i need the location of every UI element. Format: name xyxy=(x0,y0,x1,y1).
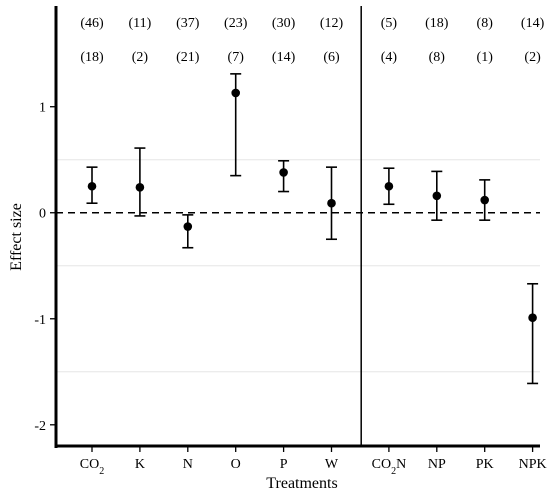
x-tick-label: W xyxy=(325,457,339,472)
sample-count-bottom: (2) xyxy=(132,50,149,65)
sample-count-bottom: (18) xyxy=(80,50,104,65)
point-estimate xyxy=(432,191,442,201)
x-tick-label: PK xyxy=(476,457,494,472)
x-tick-label: CO2 xyxy=(80,457,104,477)
sample-count-bottom: (4) xyxy=(381,50,398,65)
sample-count-top: (12) xyxy=(320,16,344,31)
sample-count-bottom: (21) xyxy=(176,50,200,65)
sample-count-top: (14) xyxy=(521,16,545,31)
data-layer xyxy=(86,73,539,385)
point-estimate xyxy=(87,181,97,191)
x-tick-label: N xyxy=(183,457,193,472)
y-tick-label: 1 xyxy=(39,101,46,116)
x-tick-label: CO2N xyxy=(372,457,407,477)
y-axis-title: Effect size xyxy=(8,203,25,271)
sample-count-top: (11) xyxy=(128,16,151,31)
point-estimate xyxy=(279,168,288,177)
x-tick-label: NPK xyxy=(519,457,547,472)
sample-count-bottom: (14) xyxy=(272,50,296,65)
sample-count-bottom: (6) xyxy=(323,50,340,65)
x-tick-label: K xyxy=(135,457,145,472)
point-estimate xyxy=(183,222,193,231)
y-tick-label: -1 xyxy=(34,313,46,328)
point-estimate xyxy=(384,181,394,191)
sample-count-top: (37) xyxy=(176,16,200,31)
sample-count-top: (30) xyxy=(272,16,296,31)
y-tick-label: 0 xyxy=(39,207,46,222)
sample-count-bottom: (2) xyxy=(524,50,541,65)
sample-count-top: (46) xyxy=(80,16,104,31)
sample-count-bottom: (7) xyxy=(228,50,245,65)
point-estimate xyxy=(231,88,240,98)
y-tick-label: -2 xyxy=(34,419,46,434)
label-layer: -2 -1 0 1 CO2 (46) (18) K (11) (2) N (37) (21) O (23) (… xyxy=(34,16,546,477)
x-axis-title: Treatments xyxy=(266,475,337,492)
point-estimate xyxy=(528,313,537,323)
gridlines xyxy=(56,159,540,373)
point-estimate xyxy=(480,195,490,205)
point-estimate xyxy=(327,198,336,208)
axes-layer xyxy=(50,6,540,452)
x-tick-label: NP xyxy=(428,457,446,472)
x-tick-label: P xyxy=(280,457,288,472)
sample-count-top: (8) xyxy=(477,16,494,31)
sample-count-bottom: (1) xyxy=(477,50,494,65)
sample-count-top: (5) xyxy=(381,16,398,31)
x-tick-label: O xyxy=(231,457,241,472)
sample-count-bottom: (8) xyxy=(429,50,446,65)
sample-count-top: (23) xyxy=(224,16,248,31)
point-estimate xyxy=(135,183,145,192)
sample-count-top: (18) xyxy=(425,16,449,31)
